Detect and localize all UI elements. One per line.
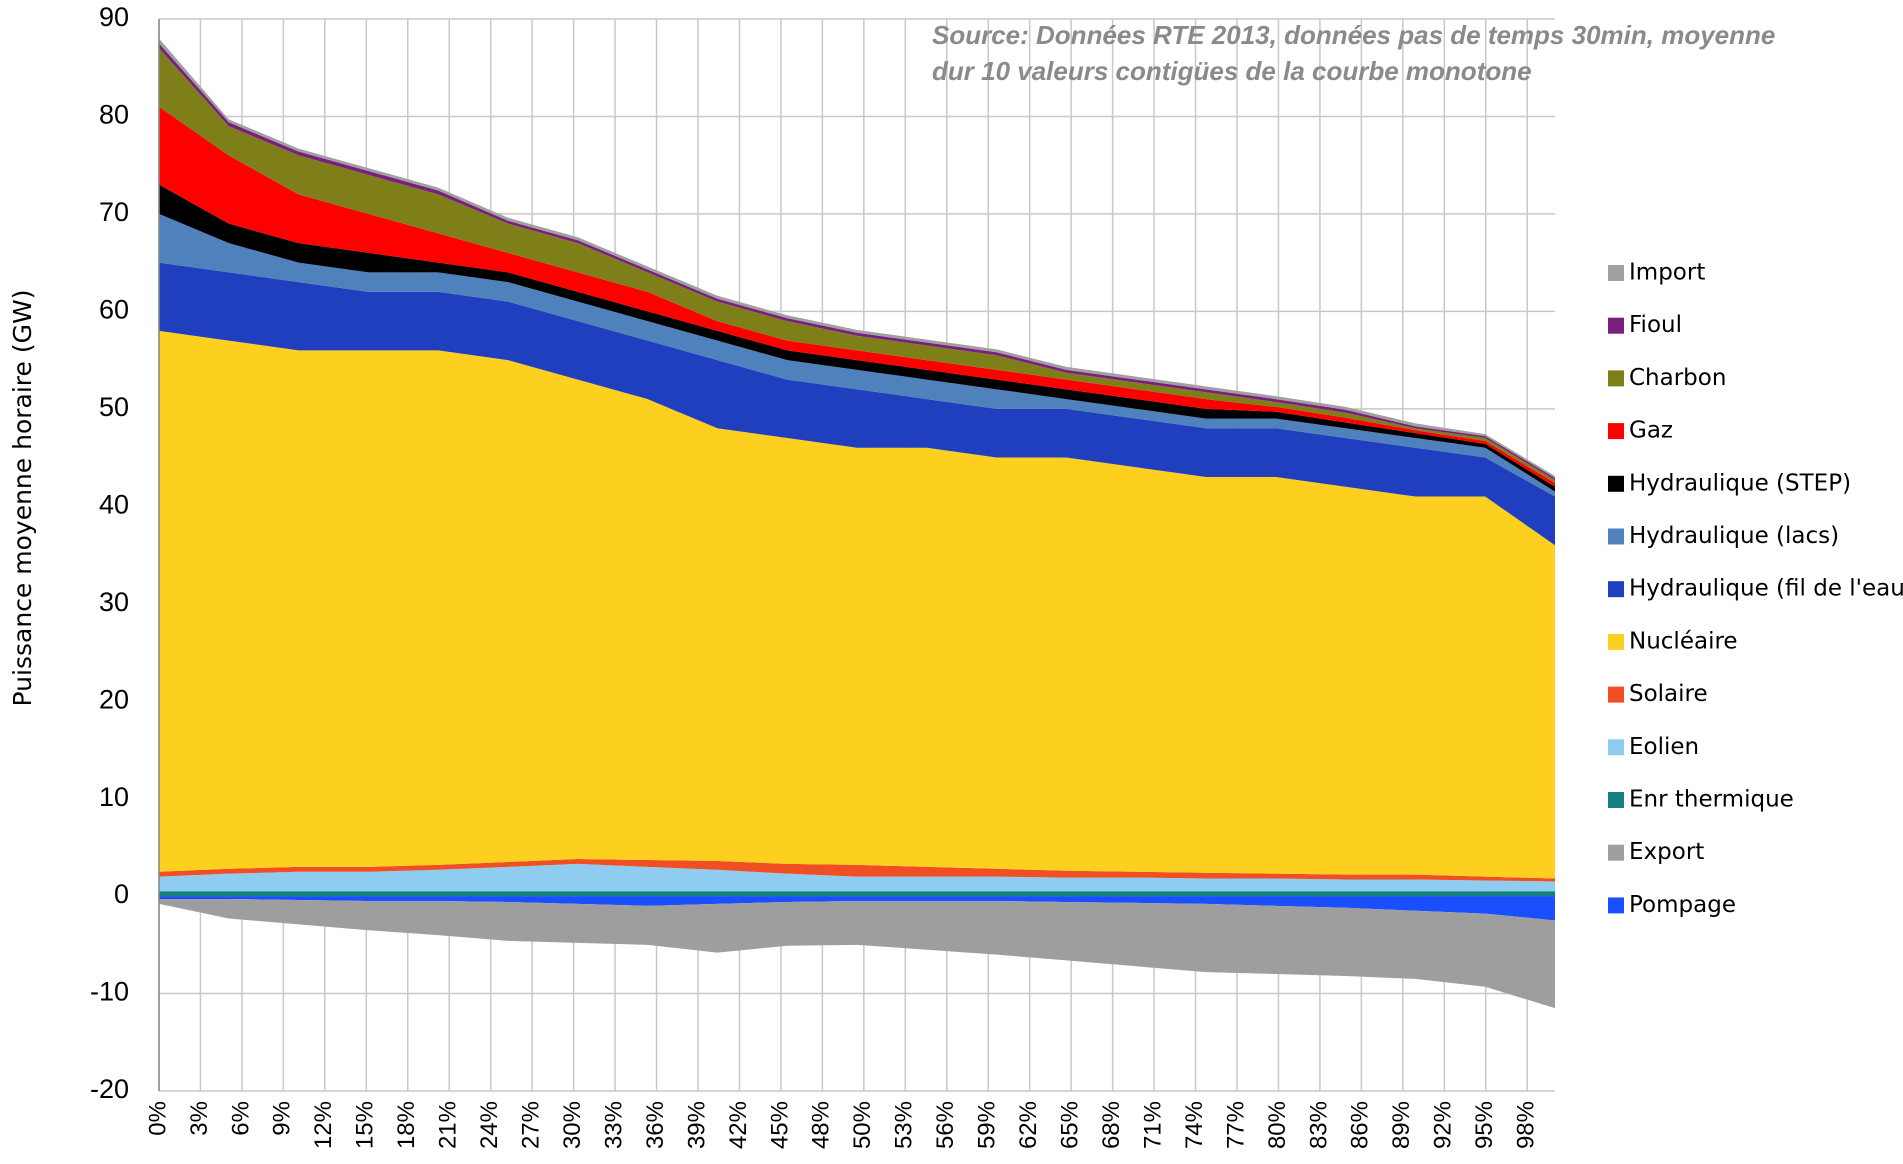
area [159, 859, 1555, 882]
area [159, 330, 1555, 879]
legend-label: Nucléaire [1629, 628, 1738, 654]
y-tick-label: 40 [99, 489, 129, 519]
x-tick-label: 18% [393, 1101, 420, 1149]
x-tick-label: 59% [974, 1101, 1001, 1149]
legend-swatch [1608, 423, 1624, 440]
x-tick-label: 95% [1471, 1101, 1498, 1149]
x-tick-label: 83% [1305, 1101, 1332, 1149]
legend-swatch [1608, 581, 1624, 598]
legend-label: Solaire [1629, 681, 1708, 707]
x-tick-label: 65% [1056, 1101, 1083, 1149]
x-tick-label: 71% [1139, 1101, 1166, 1149]
x-tick-label: 89% [1388, 1101, 1415, 1149]
legend-label: Export [1629, 839, 1704, 865]
y-tick-label: 90 [99, 2, 129, 32]
x-tick-label: 80% [1264, 1101, 1291, 1149]
y-axis-label: Puissance moyenne horaire (GW) [8, 290, 37, 707]
x-tick-label: 3% [186, 1101, 213, 1136]
x-tick-label: 42% [725, 1101, 752, 1149]
x-tick-label: 33% [600, 1101, 627, 1149]
x-tick-label: 74% [1181, 1101, 1208, 1149]
y-tick-label: 70 [99, 197, 129, 227]
legend-label: Gaz [1629, 418, 1673, 444]
legend-label: Charbon [1629, 365, 1726, 391]
x-tick-label: 45% [766, 1101, 793, 1149]
y-tick-label: -10 [90, 977, 129, 1007]
x-tick-label: 92% [1430, 1101, 1457, 1149]
legend-label: Pompage [1629, 892, 1736, 918]
x-tick-label: 53% [891, 1101, 918, 1149]
legend-swatch [1608, 265, 1624, 281]
x-tick-label: 50% [849, 1101, 876, 1149]
y-tick-label: 50 [99, 392, 129, 422]
x-tick-label: 27% [517, 1101, 544, 1149]
annotation: Source: Données RTE 2013, données pas de… [932, 20, 1775, 50]
x-tick-label: 6% [227, 1101, 254, 1136]
x-tick-label: 68% [1098, 1101, 1125, 1149]
y-tick-label: 80 [99, 100, 129, 130]
legend-swatch [1608, 686, 1624, 703]
area [159, 863, 1555, 892]
area [159, 262, 1555, 546]
legend-label: Hydraulique (lacs) [1629, 523, 1839, 549]
y-tick-label: 30 [99, 587, 129, 617]
legend-swatch [1608, 633, 1624, 650]
x-tick-label: 56% [932, 1101, 959, 1149]
legend-swatch [1608, 475, 1624, 492]
legend-label: Hydraulique (fil de l'eau) [1629, 576, 1903, 602]
y-tick-label: 0 [114, 879, 129, 909]
legend-swatch [1608, 792, 1624, 808]
annotation: dur 10 valeurs contigües de la courbe mo… [932, 56, 1532, 86]
legend-label: Hydraulique (STEP) [1629, 470, 1851, 496]
x-tick-label: 86% [1347, 1101, 1374, 1149]
legend-swatch [1608, 528, 1624, 545]
legend-swatch [1608, 897, 1624, 914]
x-tick-label: 21% [435, 1101, 462, 1149]
x-tick-label: 0% [144, 1101, 171, 1136]
legend-swatch [1608, 739, 1624, 756]
x-tick-label: 15% [352, 1101, 379, 1149]
x-tick-label: 24% [476, 1101, 503, 1149]
legend-label: Eolien [1629, 734, 1699, 760]
y-tick-label: 10 [99, 782, 129, 812]
area [159, 213, 1555, 497]
area [159, 899, 1555, 1009]
x-tick-label: 98% [1513, 1101, 1540, 1149]
x-tick-label: 12% [310, 1101, 337, 1149]
area [159, 896, 1555, 921]
legend-swatch [1608, 844, 1624, 861]
area [159, 184, 1555, 492]
y-tick-label: 60 [99, 294, 129, 324]
legend-swatch [1608, 370, 1624, 387]
area [159, 891, 1555, 897]
x-tick-label: 30% [559, 1101, 586, 1149]
legend-label: Enr thermique [1629, 787, 1794, 813]
x-tick-label: 9% [269, 1101, 296, 1136]
legend-label: Import [1629, 260, 1705, 286]
legend-swatch [1608, 317, 1624, 334]
y-tick-label: 20 [99, 684, 129, 714]
x-tick-label: 36% [642, 1101, 669, 1149]
x-tick-label: 77% [1222, 1101, 1249, 1149]
x-tick-label: 48% [808, 1101, 835, 1149]
y-tick-label: -20 [90, 1074, 129, 1104]
x-tick-label: 39% [683, 1101, 710, 1149]
x-tick-label: 62% [1015, 1101, 1042, 1149]
legend-label: Fioul [1629, 312, 1682, 338]
